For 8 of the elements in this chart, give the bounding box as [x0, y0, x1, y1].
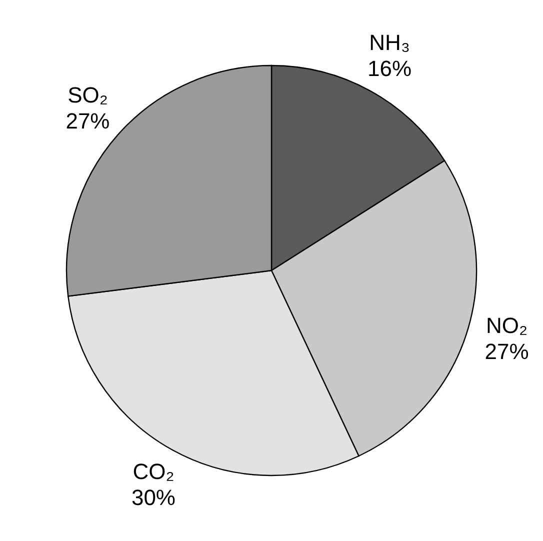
data-label: 27% — [66, 108, 110, 134]
slice-label: CO₂ — [132, 459, 174, 484]
data-label: 30% — [131, 485, 176, 510]
data-label: 27% — [484, 338, 529, 364]
data-label: 16% — [368, 56, 412, 81]
slice-label: SO₂ — [68, 82, 108, 108]
slice-label: NO₂ — [486, 312, 528, 338]
slice-label: NH₃ — [369, 30, 410, 55]
